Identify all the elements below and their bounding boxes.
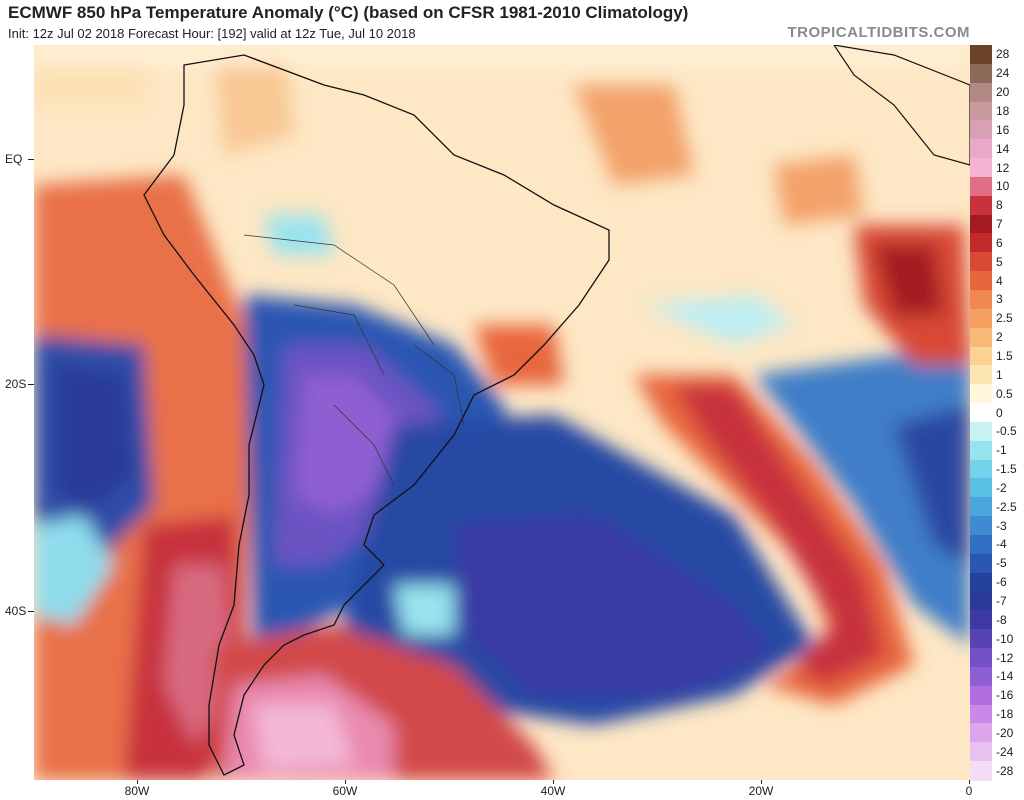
colorbar-swatch [970,271,992,291]
colorbar-swatch [970,591,992,611]
site-credit: TROPICALTIDBITS.COM [787,24,970,41]
colorbar-swatch [970,685,992,706]
colorbar-label: -6 [996,575,1007,590]
colorbar-swatch [970,666,992,687]
colorbar-swatch [970,572,992,593]
lon-label-0: 0 [965,784,973,798]
colorbar-label: 3 [996,292,1003,307]
colorbar-swatch [970,403,992,423]
colorbar-label: 2.5 [996,311,1013,326]
lat-tick-eq [28,159,34,160]
colorbar-swatch [970,516,992,536]
colorbar-label: 16 [996,122,1010,137]
map-subtitle: Init: 12z Jul 02 2018 Forecast Hour: [19… [8,26,416,41]
colorbar-label: 28 [996,47,1010,62]
lon-label-80w: 80W [124,784,150,798]
colorbar-label: -7 [996,593,1007,608]
lon-label-20w: 20W [748,784,774,798]
colorbar-label: 2 [996,330,1003,345]
colorbar-swatch [970,176,992,197]
colorbar-swatch [970,629,992,649]
colorbar-label: -10 [996,631,1014,646]
colorbar-swatch [970,252,992,272]
colorbar-swatch [970,63,992,84]
colorbar-swatch [970,553,992,574]
colorbar-label: -3 [996,518,1007,533]
colorbar-swatch [970,365,992,385]
colorbar-swatch [970,101,992,121]
colorbar-label: -14 [996,669,1014,684]
colorbar-swatch [970,327,992,348]
colorbar-label: 14 [996,141,1010,156]
lon-tick-20w [761,780,762,784]
colorbar-label: -2.5 [996,499,1017,514]
colorbar-swatch [970,459,992,480]
lon-tick-60w [345,780,346,784]
colorbar-swatch [970,158,992,178]
lat-label-eq: EQ [5,152,23,166]
colorbar-swatch [970,497,992,517]
colorbar-label: -28 [996,763,1014,778]
lon-tick-0 [969,780,970,784]
colorbar-swatch [970,120,992,140]
lat-label-40s: 40S [5,604,27,618]
colorbar-swatch [970,308,992,329]
colorbar-label: 10 [996,179,1010,194]
colorbar-swatch [970,723,992,743]
colorbar [970,45,992,781]
colorbar-swatch [970,139,992,159]
colorbar-swatch [970,45,992,65]
colorbar-swatch [970,233,992,253]
colorbar-label: -18 [996,707,1014,722]
colorbar-swatch [970,384,992,404]
colorbar-label: -20 [996,725,1014,740]
colorbar-swatch [970,648,992,668]
colorbar-label: 24 [996,66,1010,81]
colorbar-label: 4 [996,273,1003,288]
colorbar-label: 8 [996,198,1003,213]
lon-tick-80w [137,780,138,784]
colorbar-label: 1.5 [996,348,1013,363]
colorbar-swatch [970,610,992,630]
lat-tick-20s [28,384,34,385]
colorbar-label: -1.5 [996,462,1017,477]
colorbar-label: 0.5 [996,386,1013,401]
colorbar-label: -1 [996,443,1007,458]
colorbar-swatch [970,478,992,498]
temperature-anomaly-map [34,45,970,780]
map-title: ECMWF 850 hPa Temperature Anomaly (°C) (… [8,3,689,22]
colorbar-swatch [970,440,992,461]
colorbar-label: -8 [996,612,1007,627]
colorbar-label: 7 [996,217,1003,232]
colorbar-label: -16 [996,688,1014,703]
colorbar-swatch [970,761,992,781]
colorbar-label: 0 [996,405,1003,420]
colorbar-label: 12 [996,160,1010,175]
colorbar-swatch [970,742,992,762]
colorbar-swatch [970,535,992,555]
colorbar-swatch [970,704,992,725]
colorbar-label: -5 [996,556,1007,571]
colorbar-swatch [970,290,992,310]
colorbar-label: -24 [996,744,1014,759]
colorbar-label: -2 [996,480,1007,495]
colorbar-swatch [970,214,992,235]
colorbar-label: 20 [996,85,1010,100]
colorbar-label: -0.5 [996,424,1017,439]
colorbar-label: -12 [996,650,1014,665]
colorbar-swatch [970,195,992,216]
colorbar-swatch [970,82,992,103]
colorbar-label: -4 [996,537,1007,552]
lat-label-20s: 20S [5,377,27,391]
lon-tick-40w [553,780,554,784]
colorbar-label: 5 [996,254,1003,269]
lon-label-40w: 40W [540,784,566,798]
colorbar-label: 1 [996,367,1003,382]
colorbar-label: 6 [996,235,1003,250]
colorbar-label: 18 [996,103,1010,118]
lat-tick-40s [28,611,34,612]
lon-label-60w: 60W [332,784,358,798]
colorbar-swatch [970,421,992,442]
colorbar-swatch [970,346,992,366]
